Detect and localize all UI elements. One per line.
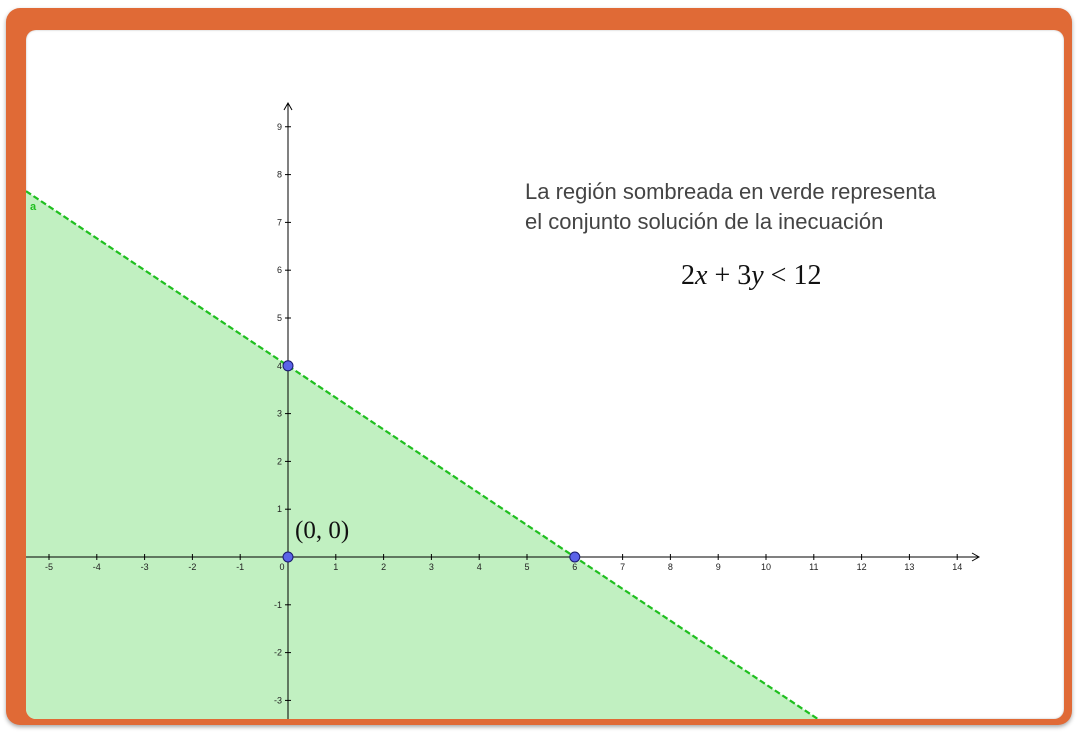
y-tick-label: 5 [277, 313, 282, 323]
x-tick-label: 6 [572, 562, 577, 572]
y-tick-label: 7 [277, 217, 282, 227]
x-tick-label: -3 [141, 562, 149, 572]
coordinate-plane[interactable]: -5 -4 -3 -2 -1 0 1 2 3 4 5 6 7 8 9 10 11 12 13 14-3-2-11234… [26, 30, 1064, 719]
point-y-intercept [282, 360, 294, 372]
line-label: a [30, 201, 37, 213]
point-origin [282, 551, 294, 563]
x-tick-label: 14 [952, 562, 962, 572]
y-tick-label: 1 [277, 504, 282, 514]
x-tick-label: 11 [809, 562, 818, 572]
relation-sign: < [770, 260, 787, 291]
x-tick-label: 13 [904, 562, 914, 572]
x-tick-label: 2 [381, 562, 386, 572]
plus-sign: + [714, 260, 731, 291]
app-frame: -5 -4 -3 -2 -1 0 1 2 3 4 5 6 7 8 9 10 11 12 13 14 -3 -2 -1 1 2 3 4… [6, 8, 1072, 725]
y-tick-label: -3 [274, 695, 282, 705]
y-tick-label: 4 [277, 361, 282, 371]
origin-label: (0, 0) [295, 517, 350, 544]
x-tick-label: -5 [45, 562, 53, 572]
y-tick-label: 2 [277, 456, 282, 466]
x-tick-label: 7 [620, 562, 625, 572]
x-tick-label: 3 [429, 562, 434, 572]
y-axis-arrow [283, 101, 293, 111]
y-tick-label: 8 [277, 170, 282, 180]
x-tick-label: -2 [188, 562, 196, 572]
graphics-view[interactable]: -5 -4 -3 -2 -1 0 1 2 3 4 5 6 7 8 9 10 11 12 13 14 -3 -2 -1 1 2 3 4… [26, 30, 1064, 719]
constant: 12 [793, 260, 822, 291]
y-tick-label: -1 [274, 600, 282, 610]
axes: -5 -4 -3 -2 -1 0 1 2 3 4 5 6 7 8 9 10 11 12 13 14-3-2-11234… [26, 101, 981, 719]
coef-y: 3 [737, 260, 752, 291]
var-y: y [751, 260, 764, 291]
var-x: x [695, 260, 708, 291]
points-group [282, 360, 581, 563]
inequality-formula: 2x + 3y < 12 [681, 260, 821, 292]
y-tick-label: 3 [277, 409, 282, 419]
boundary-line[interactable] [26, 190, 819, 719]
description-text: La región sombreada en verde representa … [525, 177, 936, 237]
y-tick-label: 9 [277, 122, 282, 132]
x-tick-label: -4 [93, 562, 101, 572]
x-tick-label: 4 [477, 562, 482, 572]
x-tick-label: 9 [716, 562, 721, 572]
x-tick-label: 1 [333, 562, 338, 572]
description-line-2: el conjunto solución de la inecuación [525, 209, 884, 234]
x-tick-label: 5 [524, 562, 529, 572]
x-axis-arrow [971, 552, 981, 562]
y-tick-label: -2 [274, 648, 282, 658]
y-tick-label: 6 [277, 265, 282, 275]
coef-x: 2 [681, 260, 695, 291]
point-x-intercept [569, 551, 581, 563]
x-tick-label: 8 [668, 562, 673, 572]
x-tick-label: 12 [857, 562, 867, 572]
x-tick-label: -1 [236, 562, 244, 572]
description-line-1: La región sombreada en verde representa [525, 179, 936, 204]
x-tick-label: 0 [279, 562, 284, 572]
x-tick-label: 10 [761, 562, 771, 572]
